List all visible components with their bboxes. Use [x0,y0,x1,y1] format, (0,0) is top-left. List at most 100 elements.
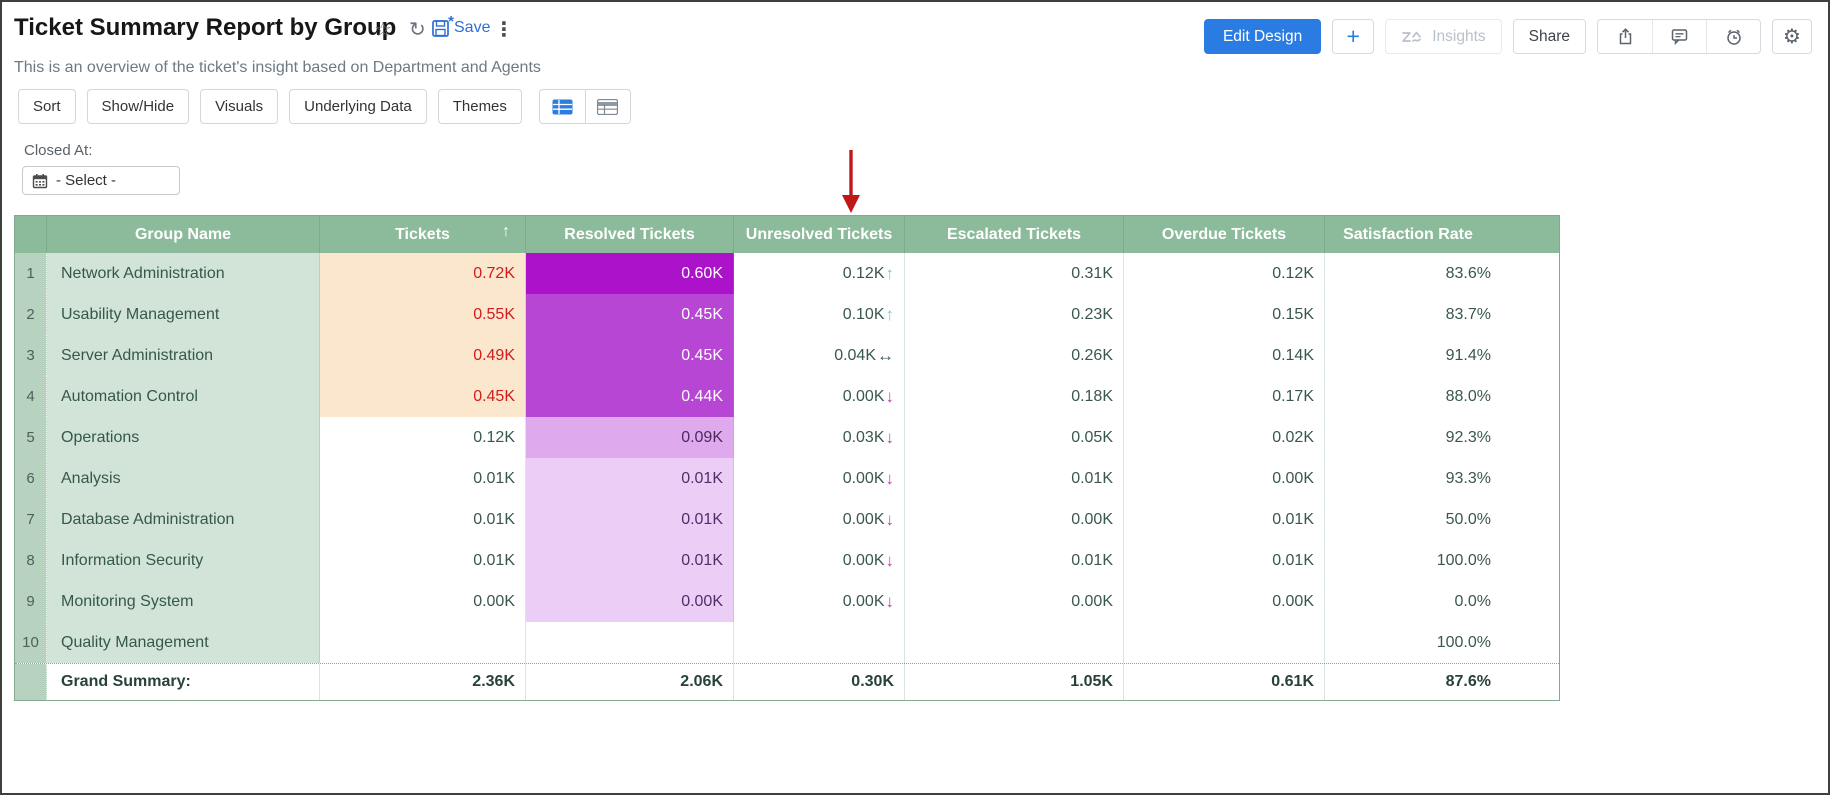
tickets-cell[interactable]: 0.55K [320,294,526,335]
col-header-overdue[interactable]: Overdue Tickets [1124,216,1325,253]
resolved-cell[interactable]: 0.01K [526,458,734,499]
group-name-cell[interactable]: Information Security [47,540,320,581]
insights-button[interactable]: Insights [1385,19,1502,54]
escalated-cell[interactable]: 0.26K [905,335,1124,376]
escalated-cell[interactable] [905,622,1124,663]
col-header-resolved[interactable]: Resolved Tickets [526,216,734,253]
resolved-cell[interactable]: 0.00K [526,581,734,622]
escalated-cell[interactable]: 0.23K [905,294,1124,335]
unresolved-cell[interactable]: 0.03K ↓ [734,417,905,458]
satisfaction-cell[interactable]: 83.6% [1445,264,1491,282]
tickets-cell[interactable]: 0.49K [320,335,526,376]
show-hide-button[interactable]: Show/Hide [86,89,190,124]
col-header-satisfaction[interactable]: Satisfaction Rate [1343,225,1473,243]
escalated-cell[interactable]: 0.00K [905,581,1124,622]
satisfaction-cell[interactable]: 100.0% [1436,551,1491,569]
comment-button[interactable] [1652,20,1706,53]
col-header-group-name[interactable]: Group Name [47,216,320,253]
col-header-tickets[interactable]: Tickets ↑ [320,216,526,253]
overdue-cell[interactable]: 0.01K [1124,540,1325,581]
resolved-cell[interactable]: 0.60K [526,253,734,294]
group-name-cell[interactable]: Monitoring System [47,581,320,622]
overdue-cell[interactable]: 0.01K [1124,499,1325,540]
resolved-cell[interactable]: 0.01K [526,540,734,581]
unresolved-cell[interactable]: 0.12K ↑ [734,253,905,294]
trend-flat-icon: ↔ [877,346,894,365]
sort-ascending-icon[interactable]: ↑ [502,223,510,240]
more-options-icon[interactable]: ⋮ [494,19,515,41]
escalated-cell[interactable]: 0.01K [905,458,1124,499]
group-name-cell[interactable]: Database Administration [47,499,320,540]
tickets-cell[interactable]: 0.72K [320,253,526,294]
escalated-cell[interactable]: 0.31K [905,253,1124,294]
export-button[interactable] [1598,20,1652,53]
tickets-cell[interactable]: 0.00K [320,581,526,622]
resolved-cell[interactable]: 0.01K [526,499,734,540]
unresolved-cell[interactable]: 0.00K ↓ [734,540,905,581]
underlying-data-button[interactable]: Underlying Data [289,89,427,124]
group-name-cell[interactable]: Analysis [47,458,320,499]
col-header-unresolved[interactable]: Unresolved Tickets [734,216,905,253]
overdue-cell[interactable]: 0.00K [1124,581,1325,622]
unresolved-cell[interactable]: 0.04K ↔ [734,335,905,376]
unresolved-cell[interactable]: 0.00K ↓ [734,581,905,622]
unresolved-cell[interactable]: 0.00K ↓ [734,376,905,417]
save-button[interactable]: * Save [432,13,491,37]
tickets-cell[interactable]: 0.12K [320,417,526,458]
satisfaction-cell[interactable]: 0.0% [1454,592,1491,610]
overdue-cell[interactable]: 0.12K [1124,253,1325,294]
visuals-button[interactable]: Visuals [200,89,279,124]
group-name-cell[interactable]: Server Administration [47,335,320,376]
group-name-cell[interactable]: Quality Management [47,622,320,663]
overdue-cell[interactable]: 0.17K [1124,376,1325,417]
refresh-icon[interactable]: ↻ [409,19,426,41]
unresolved-cell[interactable]: 0.10K ↑ [734,294,905,335]
satisfaction-cell[interactable]: 83.7% [1445,305,1491,323]
favorite-star-icon[interactable]: ☆ [374,19,392,41]
add-button[interactable]: + [1332,19,1375,54]
group-name-cell[interactable]: Operations [47,417,320,458]
group-name-cell[interactable]: Network Administration [47,253,320,294]
edit-design-button[interactable]: Edit Design [1203,19,1322,54]
resolved-cell[interactable]: 0.09K [526,417,734,458]
satisfaction-cell[interactable]: 100.0% [1436,633,1491,651]
resolved-cell[interactable]: 0.45K [526,294,734,335]
alert-button[interactable] [1706,20,1760,53]
escalated-cell[interactable]: 0.05K [905,417,1124,458]
themes-button[interactable]: Themes [437,89,522,124]
escalated-cell[interactable]: 0.00K [905,499,1124,540]
table-view-button[interactable] [540,90,585,123]
resolved-cell[interactable]: 0.44K [526,376,734,417]
closed-at-date-select[interactable]: - Select - [22,166,180,195]
satisfaction-cell[interactable]: 92.3% [1445,428,1491,446]
overdue-cell[interactable] [1124,622,1325,663]
tickets-cell[interactable]: 0.01K [320,499,526,540]
col-header-escalated[interactable]: Escalated Tickets [905,216,1124,253]
resolved-cell[interactable]: 0.45K [526,335,734,376]
satisfaction-cell[interactable]: 50.0% [1445,510,1491,528]
sort-button[interactable]: Sort [18,89,76,124]
tickets-cell[interactable] [320,622,526,663]
satisfaction-cell[interactable]: 93.3% [1445,469,1491,487]
overdue-cell[interactable]: 0.00K [1124,458,1325,499]
unresolved-cell[interactable] [734,622,905,663]
escalated-cell[interactable]: 0.18K [905,376,1124,417]
tickets-cell[interactable]: 0.01K [320,458,526,499]
group-name-cell[interactable]: Usability Management [47,294,320,335]
save-label: Save [454,19,491,36]
unresolved-cell[interactable]: 0.00K ↓ [734,499,905,540]
overdue-cell[interactable]: 0.15K [1124,294,1325,335]
unresolved-cell[interactable]: 0.00K ↓ [734,458,905,499]
share-button[interactable]: Share [1512,19,1586,54]
satisfaction-cell[interactable]: 91.4% [1445,346,1491,364]
overdue-cell[interactable]: 0.14K [1124,335,1325,376]
group-name-cell[interactable]: Automation Control [47,376,320,417]
tickets-cell[interactable]: 0.45K [320,376,526,417]
settings-button[interactable]: ⚙ [1772,19,1812,54]
escalated-cell[interactable]: 0.01K [905,540,1124,581]
overdue-cell[interactable]: 0.02K [1124,417,1325,458]
satisfaction-cell[interactable]: 88.0% [1445,387,1491,405]
resolved-cell[interactable] [526,622,734,663]
tickets-cell[interactable]: 0.01K [320,540,526,581]
pivot-view-button[interactable] [584,90,630,123]
